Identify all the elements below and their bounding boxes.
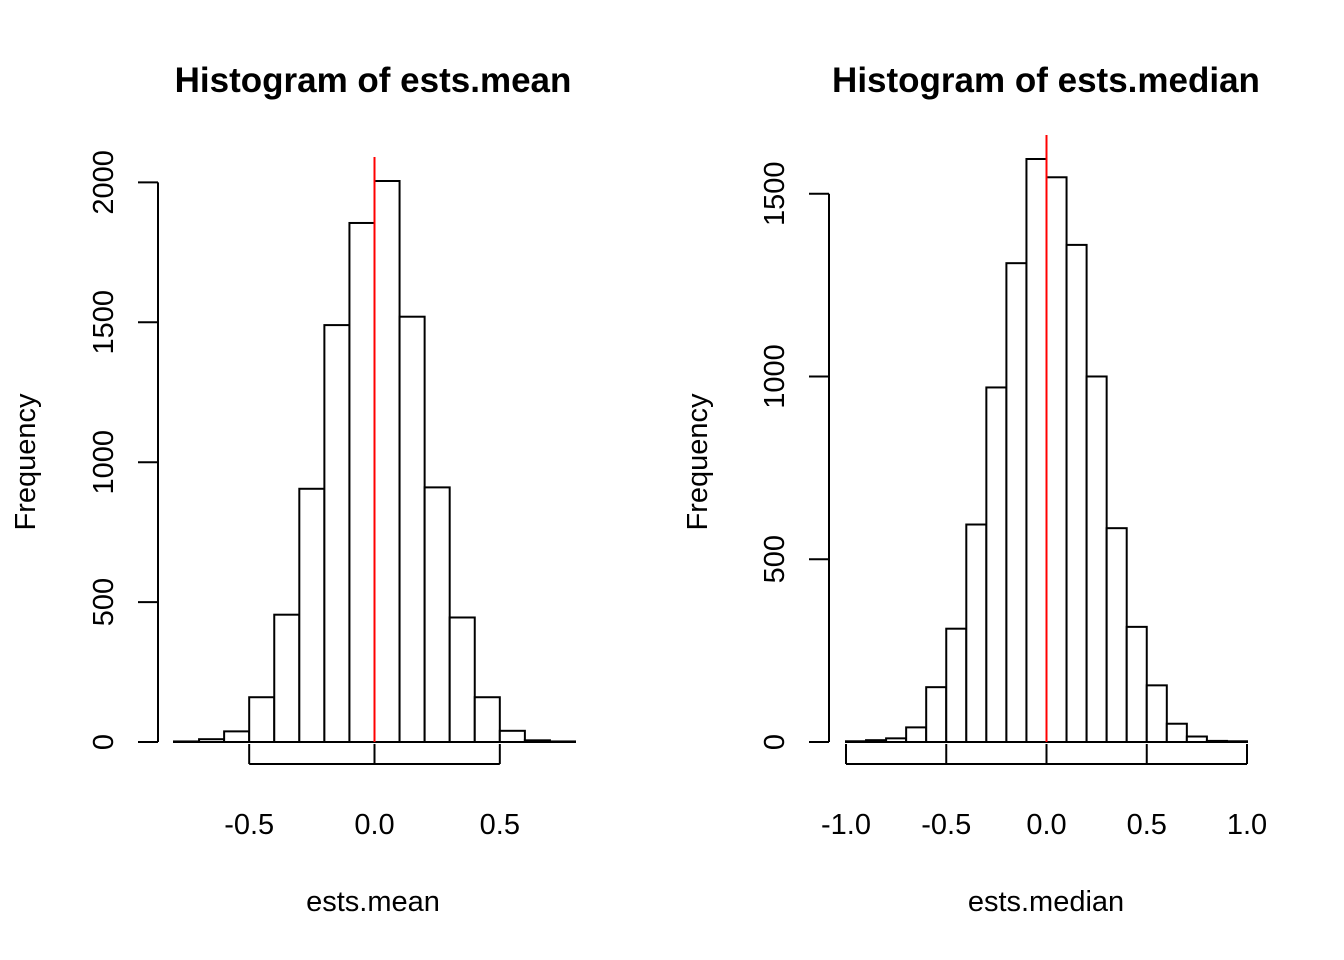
median-histogram-panel: Histogram of ests.median ests.median Fre… [682, 61, 1267, 918]
y-tick-label: 1500 [759, 161, 791, 226]
y-axis-label: Frequency [682, 393, 714, 531]
histogram-bar [885, 737, 908, 744]
y-axis: 0 500 1000 1500 [759, 161, 830, 750]
histogram-bar [198, 738, 226, 743]
y-tick-label: 0 [88, 734, 120, 750]
y-tick-label: 500 [88, 578, 120, 626]
histogram-bar [173, 740, 201, 743]
histogram-bar [248, 696, 276, 744]
histogram-bar [1145, 684, 1168, 744]
histogram-bar [965, 523, 988, 743]
x-tick-label: -1.0 [821, 809, 871, 841]
histogram-bar [1105, 527, 1128, 744]
histogram-bar [423, 486, 451, 744]
histogram-bar [273, 613, 301, 744]
histogram-bar [1125, 625, 1148, 743]
histogram-bar [1045, 176, 1068, 743]
x-tick-label: 1.0 [1227, 809, 1267, 841]
x-axis-label: ests.median [968, 886, 1124, 918]
histogram-bar [985, 386, 1008, 743]
y-axis-label: Frequency [10, 393, 42, 531]
histogram-bars [845, 158, 1248, 744]
histogram-bar [348, 221, 376, 743]
histogram-bar [1165, 722, 1188, 743]
histogram-bar [473, 696, 501, 744]
histogram-bar [398, 315, 426, 743]
histogram-bar [1205, 739, 1228, 743]
histogram-bar [865, 739, 888, 744]
histogram-bar [1005, 262, 1028, 743]
x-axis: -0.5 0.0 0.5 [224, 744, 520, 841]
histogram-bar [925, 686, 948, 744]
y-tick-label: 1000 [759, 344, 791, 409]
histogram-bar [548, 740, 576, 743]
y-tick-label: 1000 [88, 430, 120, 495]
x-tick-label: 0.5 [480, 809, 520, 841]
y-tick-label: 500 [759, 535, 791, 583]
chart-title: Histogram of ests.median [832, 61, 1260, 100]
histogram-bar [223, 730, 251, 743]
histogram-bar [448, 616, 476, 743]
histogram-bar [845, 740, 868, 744]
x-tick-label: -0.5 [921, 809, 971, 841]
y-tick-label: 1500 [88, 290, 120, 355]
histogram-bar [298, 487, 326, 743]
y-tick-label: 2000 [88, 150, 120, 215]
y-tick-label: 0 [759, 734, 791, 750]
x-axis-label: ests.mean [306, 886, 440, 918]
histogram-bar [498, 729, 526, 744]
histogram-bar [323, 324, 351, 743]
histogram-bar [945, 627, 968, 743]
x-tick-label: 0.5 [1127, 809, 1167, 841]
histogram-bar [523, 739, 551, 743]
histogram-bar [373, 180, 401, 743]
x-tick-label: 0.0 [354, 809, 394, 841]
x-axis: -1.0 -0.5 0.0 0.5 1.0 [821, 744, 1267, 841]
x-tick-label: 0.0 [1026, 809, 1066, 841]
histogram-bar [1085, 375, 1108, 743]
histogram-bar [1065, 243, 1088, 743]
x-tick-label: -0.5 [224, 809, 274, 841]
histogram-bar [1025, 158, 1048, 743]
mean-histogram-panel: Histogram of ests.mean ests.mean Frequen… [10, 61, 576, 918]
y-axis: 0 500 1000 1500 2000 [88, 150, 159, 750]
histogram-bar [1225, 740, 1248, 744]
chart-title: Histogram of ests.mean [175, 61, 572, 100]
histogram-bars [173, 180, 576, 744]
histogram-bar [905, 726, 928, 744]
histogram-bar [1185, 735, 1208, 743]
